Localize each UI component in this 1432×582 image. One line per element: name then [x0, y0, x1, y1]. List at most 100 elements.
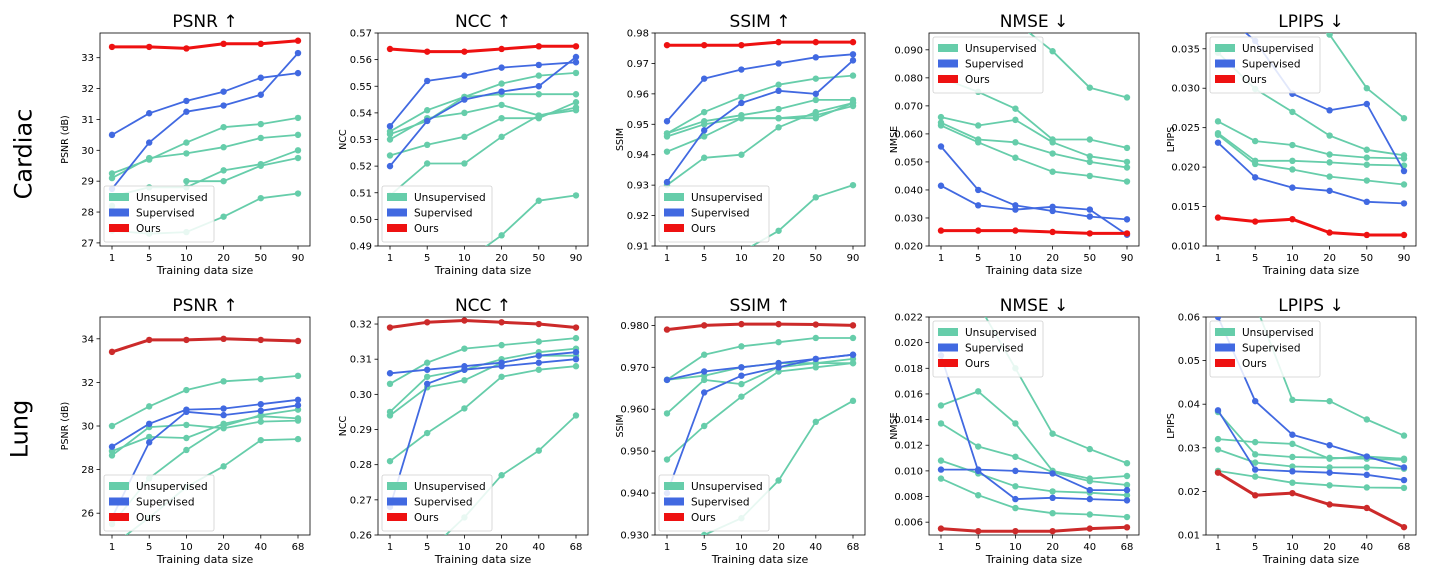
x-axis-label: Training data size	[156, 264, 254, 277]
plot-frame	[1205, 32, 1417, 247]
x-tick-label: 1	[387, 542, 393, 553]
x-tick-label: 50	[809, 253, 822, 264]
y-tick-label: 27	[81, 238, 94, 249]
x-tick-label: 5	[424, 253, 430, 264]
unsupervised-data-point	[461, 160, 468, 167]
ours-data-point	[937, 227, 945, 234]
legend-label: Unsupervised	[691, 192, 763, 204]
unsupervised-data-point	[257, 162, 264, 169]
unsupervised-data-point	[812, 75, 819, 82]
legend-box	[932, 320, 1044, 378]
ours-data-point	[220, 40, 227, 48]
legend: Unsupervised Supervised Ours	[381, 185, 493, 243]
unsupervised-data-point	[1049, 510, 1056, 517]
y-axis-label: LPIPS	[1166, 413, 1177, 439]
legend-swatch	[387, 513, 407, 521]
legend-label: Ours	[136, 223, 161, 235]
unsupervised-data-point	[812, 418, 819, 426]
legend-label: Unsupervised	[965, 43, 1037, 55]
ours-data-point	[663, 41, 671, 49]
unsupervised-data-point	[1252, 451, 1259, 458]
supervised-data-point	[975, 202, 982, 209]
legend-label: Supervised	[691, 208, 750, 220]
unsupervised-data-point	[498, 232, 505, 239]
series-group	[663, 38, 857, 279]
plot-frame	[377, 316, 589, 536]
x-tick-label: 20	[772, 253, 785, 264]
supervised-data-point	[1049, 203, 1056, 210]
unsupervised-data-point	[775, 477, 782, 484]
unsupervised-data-point	[975, 492, 982, 499]
y-tick-label: 0.05	[1178, 356, 1200, 367]
unsupervised-data-point	[1326, 33, 1333, 38]
supervised-data-point	[220, 411, 227, 419]
unsupervised-data-point	[664, 273, 670, 279]
y-tick-label: 0.010	[1171, 242, 1200, 253]
ours-data-point	[498, 45, 505, 53]
supervised-data-point	[663, 118, 671, 125]
unsupervised-series-line	[111, 117, 299, 175]
legend-swatch	[938, 44, 958, 52]
unsupervised-data-point	[498, 472, 505, 479]
unsupervised-series-line	[186, 157, 299, 183]
x-tick-label: 20	[1046, 542, 1059, 553]
legend-label: Supervised	[414, 497, 473, 509]
unsupervised-data-point	[664, 553, 670, 559]
ours-data-point	[257, 336, 264, 344]
unsupervised-data-point	[1012, 453, 1019, 460]
y-tick-label: 0.020	[894, 338, 923, 349]
supervised-series-line	[111, 404, 299, 518]
x-axis-label: Training data size	[985, 264, 1083, 277]
unsupervised-data-point	[1252, 160, 1259, 168]
supervised-data-point	[849, 51, 857, 58]
unsupervised-data-point	[387, 275, 393, 281]
unsupervised-data-point	[1123, 158, 1131, 166]
unsupervised-data-point	[572, 69, 580, 77]
supervised-data-point	[1086, 206, 1094, 213]
supervised-data-point	[183, 97, 190, 105]
legend-swatch	[664, 193, 684, 201]
y-axis-label: NCC	[338, 415, 349, 436]
x-tick-label: 20	[1323, 253, 1336, 264]
unsupervised-data-point	[386, 457, 394, 465]
legend-swatch	[1215, 343, 1235, 352]
series-group	[937, 33, 1131, 238]
unsupervised-data-point	[1049, 430, 1056, 437]
unsupervised-data-point	[498, 115, 505, 122]
ours-series-line	[389, 319, 577, 329]
legend-label: Ours	[691, 223, 716, 235]
supervised-series-line	[666, 353, 854, 494]
supervised-data-point	[424, 380, 431, 388]
y-tick-label: 0.92	[627, 211, 649, 222]
ours-series-line	[941, 229, 1127, 235]
ours-data-point	[937, 525, 945, 532]
unsupervised-data-point	[701, 531, 708, 535]
unsupervised-data-point	[1326, 159, 1333, 166]
y-axis-label: PSNR (dB)	[60, 402, 71, 450]
unsupervised-data-point	[220, 177, 227, 185]
chart-panel: SSIM ↑ 0.930 0.940 0.950 0.960 0.970 0.980 1 5 10…	[615, 296, 866, 566]
x-tick-label: 68	[1398, 542, 1411, 553]
ours-data-point	[535, 43, 542, 50]
x-tick-label: 1	[664, 253, 670, 264]
plot-frame	[928, 32, 1140, 247]
supervised-data-point	[1049, 470, 1056, 477]
unsupervised-data-point	[1289, 108, 1296, 116]
supervised-data-point	[701, 389, 708, 396]
ours-series-line	[666, 322, 854, 332]
y-tick-label: 0.96	[627, 89, 649, 100]
supervised-data-point	[535, 352, 542, 359]
supervised-data-point	[1123, 486, 1131, 494]
unsupervised-series-line	[666, 337, 853, 381]
supervised-data-point	[1326, 107, 1333, 114]
x-tick-label: 1	[109, 542, 115, 553]
ours-data-point	[701, 41, 708, 49]
unsupervised-data-point	[1123, 492, 1131, 499]
unsupervised-data-point	[849, 99, 857, 107]
supervised-data-point	[1086, 486, 1094, 494]
unsupervised-data-point	[572, 104, 580, 111]
x-axis-label: Training data size	[985, 553, 1083, 566]
ours-data-point	[146, 336, 153, 344]
supervised-data-point	[663, 376, 671, 384]
y-tick-label: 0.035	[1171, 44, 1200, 55]
